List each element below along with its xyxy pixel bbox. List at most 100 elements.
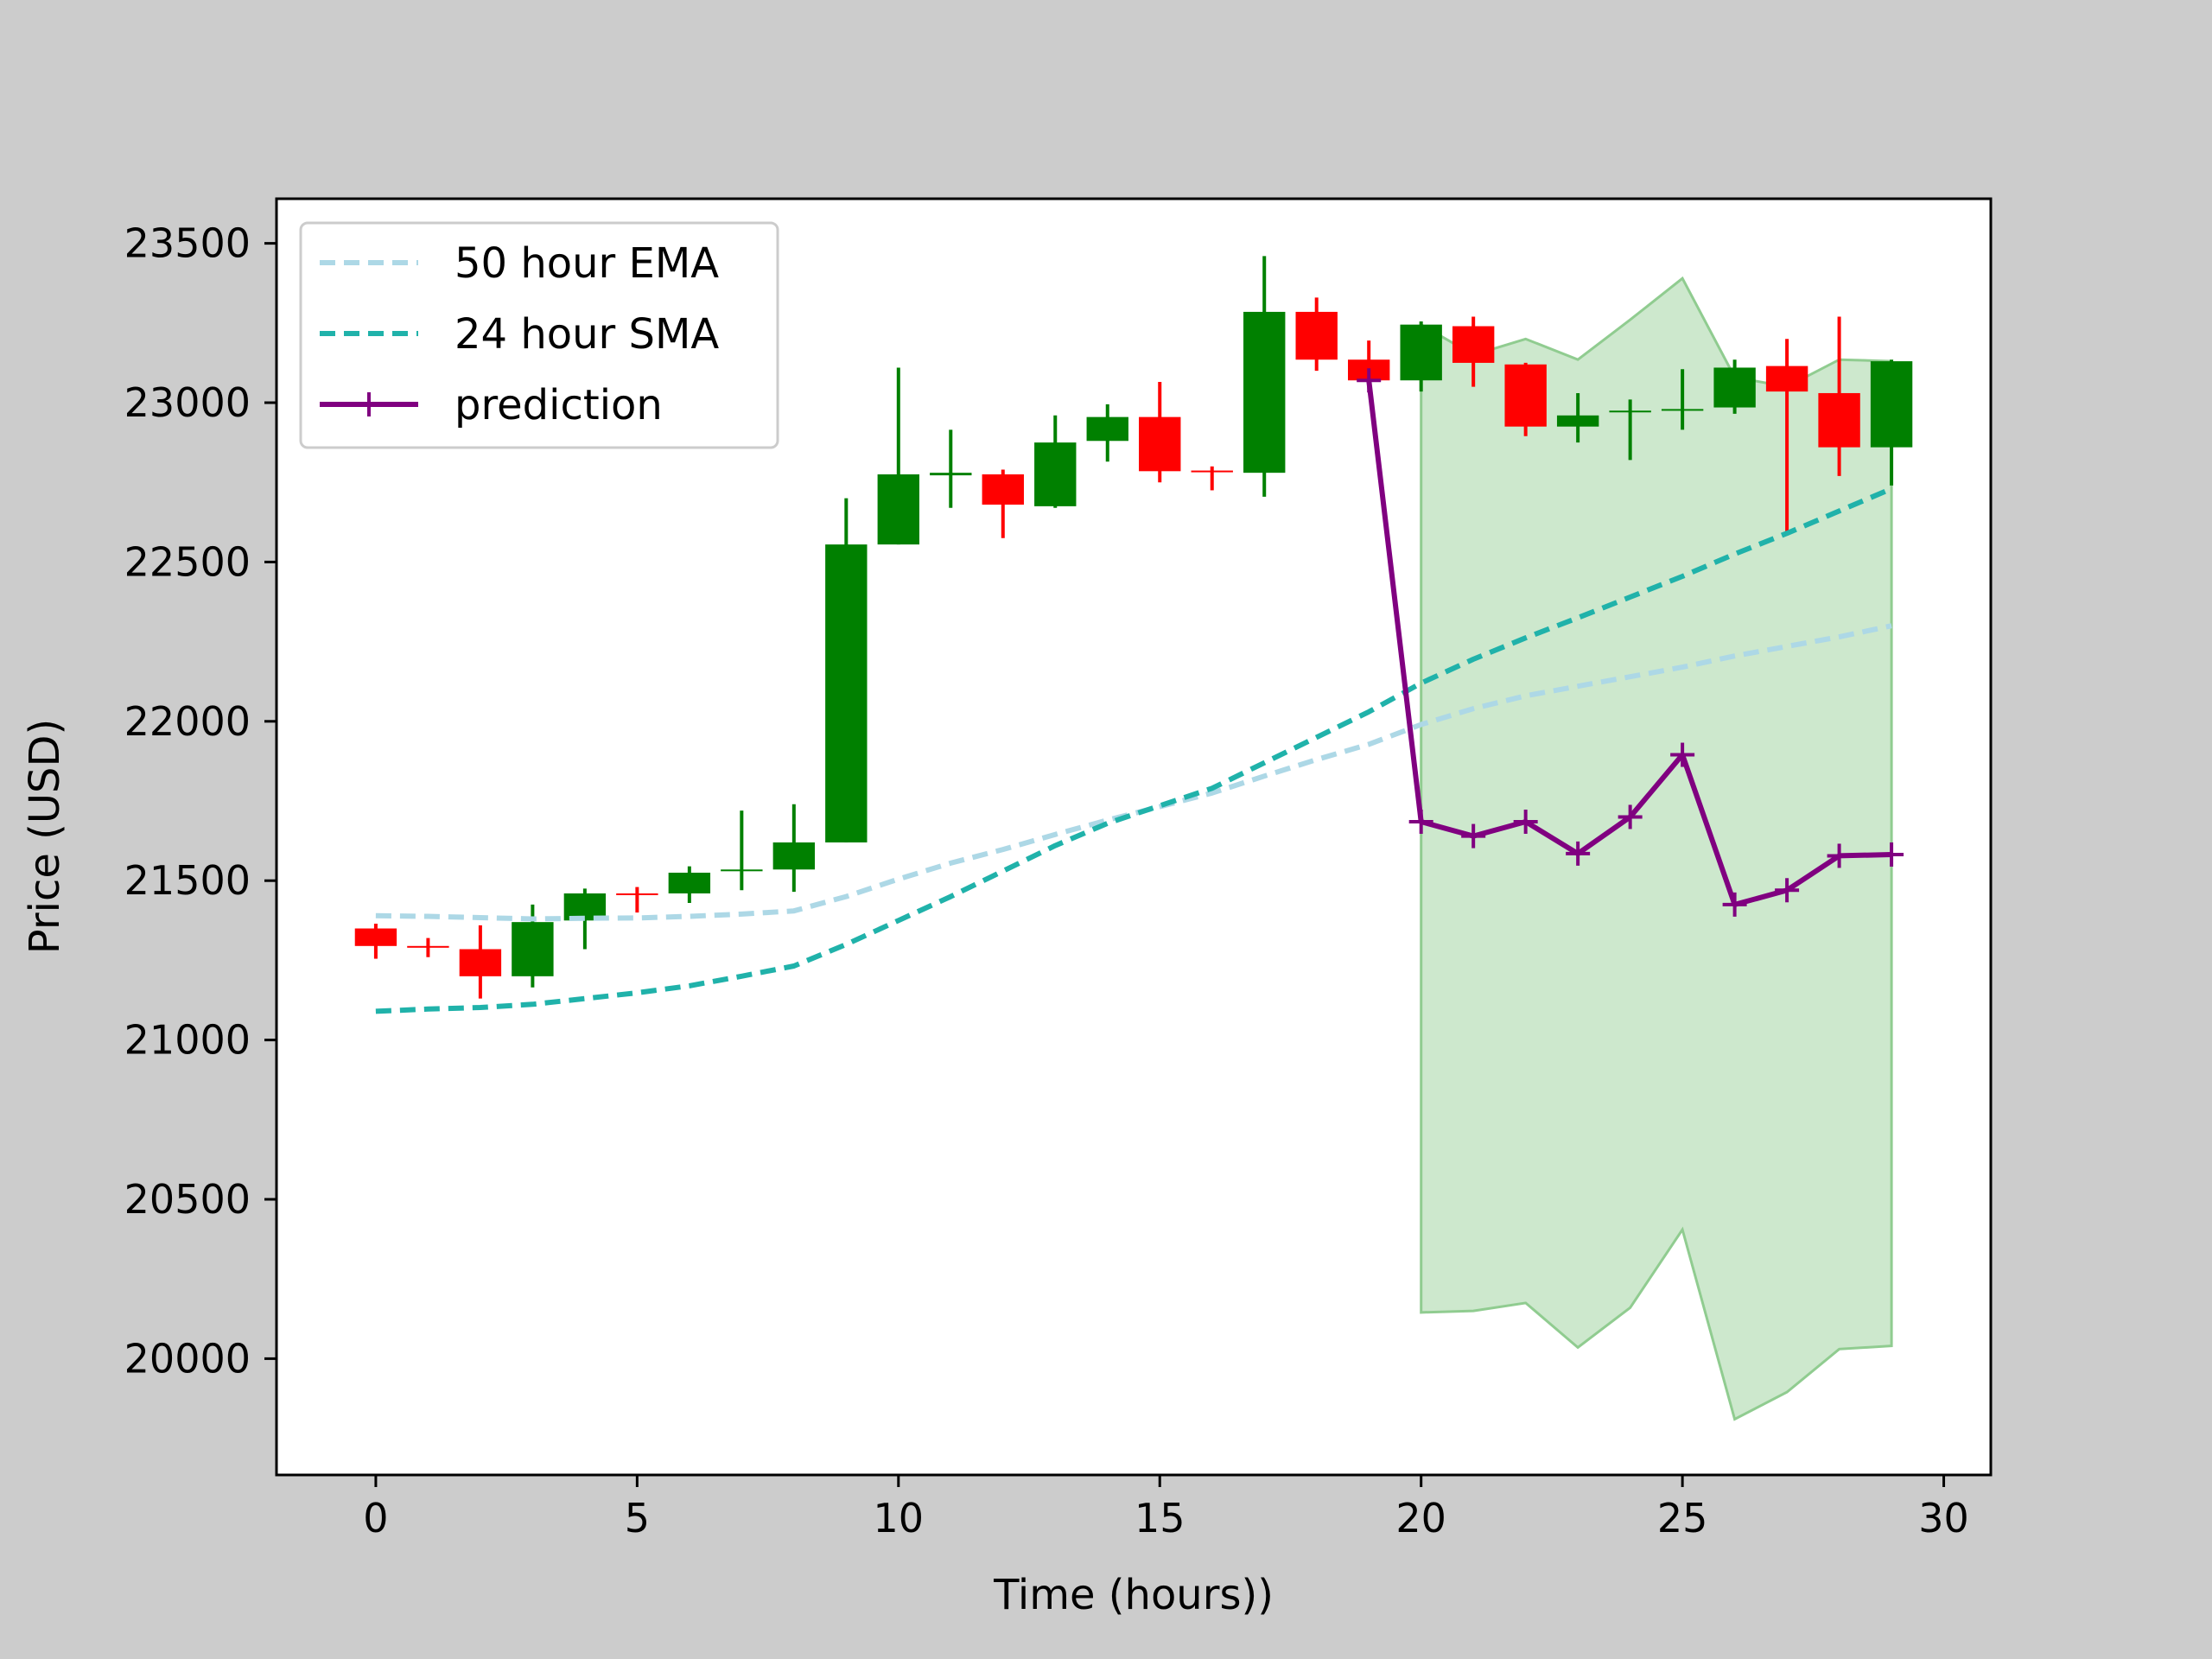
legend-box	[299, 221, 779, 449]
candle-body	[930, 473, 972, 476]
candle-body	[459, 949, 502, 976]
legend-entry-ema: 50 hour EMA	[320, 239, 719, 288]
candle-body	[354, 928, 397, 946]
prediction-point	[1408, 809, 1433, 834]
legend: 50 hour EMA 24 hour SMA prediction	[299, 221, 779, 449]
candle	[1765, 339, 1808, 534]
confidence-band-area	[1420, 276, 1893, 1421]
prediction-point	[1513, 809, 1538, 834]
candle-body	[1870, 361, 1913, 448]
prediction-point	[1618, 804, 1643, 830]
confidence-band	[1420, 276, 1893, 1421]
candle-body	[772, 842, 816, 870]
candle	[930, 429, 972, 508]
candle-body	[1452, 326, 1495, 363]
y-axis-label: Price (USD)	[21, 719, 69, 954]
y-tick-label: 22000	[124, 698, 251, 745]
candle-body	[982, 474, 1024, 505]
y-tick-label: 21500	[124, 857, 251, 904]
candle	[1818, 316, 1860, 476]
candle	[459, 925, 502, 999]
candle	[407, 938, 449, 957]
legend-entry-prediction: prediction	[320, 381, 663, 429]
prediction-point	[1566, 841, 1591, 866]
sma-line	[375, 486, 1893, 1014]
candle-body	[668, 872, 711, 893]
candles	[354, 256, 1913, 999]
candle	[1243, 256, 1286, 497]
candle	[668, 866, 711, 904]
candle-body	[1713, 367, 1756, 408]
candle	[1452, 316, 1495, 387]
x-tick-label: 10	[874, 1495, 925, 1541]
prediction-point	[1827, 843, 1852, 868]
y-tick-label: 20000	[124, 1335, 251, 1382]
candle	[772, 804, 816, 893]
prediction-point	[1461, 823, 1486, 849]
x-tick-label: 25	[1657, 1495, 1708, 1541]
candle-body	[877, 474, 919, 545]
candle-body	[1400, 324, 1442, 381]
prediction-point	[1357, 368, 1382, 393]
y-tick-label: 20500	[124, 1176, 251, 1223]
x-axis-ticks: 0 5 10 15 20 25 30	[363, 1475, 1969, 1541]
x-tick-label: 30	[1918, 1495, 1969, 1541]
candle-body	[1504, 364, 1547, 427]
plot-frame	[275, 197, 1993, 1477]
prediction-point	[1775, 878, 1800, 903]
y-tick-label: 23000	[124, 379, 251, 426]
candle-body	[1034, 442, 1077, 506]
candle	[721, 810, 763, 891]
candle-body	[1086, 416, 1128, 442]
candle	[1609, 399, 1651, 461]
y-axis-ticks: 20000 20500 21000 21500 22000 22500 23000 23500	[124, 220, 276, 1382]
candle-body	[407, 945, 449, 948]
x-tick-label: 5	[625, 1495, 650, 1541]
legend-entry-sma: 24 hour SMA	[320, 310, 719, 359]
y-tick-label: 21000	[124, 1017, 251, 1064]
legend-label-sma: 24 hour SMA	[454, 310, 719, 359]
candle	[616, 887, 658, 913]
candle	[1400, 321, 1442, 392]
legend-label-prediction: prediction	[454, 381, 663, 429]
y-tick-label: 22500	[124, 538, 251, 585]
candle-body	[1295, 311, 1338, 360]
candle	[1139, 382, 1181, 483]
x-tick-label: 0	[363, 1495, 388, 1541]
candle-body	[512, 922, 554, 976]
candle	[1086, 404, 1128, 462]
candle	[1556, 392, 1599, 443]
x-tick-label: 20	[1395, 1495, 1446, 1541]
candle	[1713, 359, 1756, 414]
candle	[1504, 362, 1547, 436]
y-tick-label: 23500	[124, 220, 251, 267]
candle	[982, 469, 1024, 538]
x-axis-label: Time (hours))	[993, 1571, 1274, 1619]
candle	[1870, 359, 1913, 486]
indicator-lines	[375, 368, 1904, 1014]
candle-body	[825, 544, 868, 842]
candle	[1661, 369, 1704, 430]
prediction-point	[1670, 742, 1695, 767]
candle-body	[1765, 365, 1808, 392]
candle	[877, 367, 919, 545]
candle	[1191, 466, 1233, 491]
candle	[825, 498, 868, 842]
candle-body	[1139, 416, 1181, 472]
candle-body	[1556, 415, 1599, 427]
candle-body	[1243, 311, 1286, 474]
candle	[512, 904, 554, 988]
candle	[1034, 415, 1077, 508]
candle	[354, 923, 397, 959]
candle-body	[721, 869, 763, 872]
candle-body	[1609, 410, 1651, 413]
candle-body	[1191, 470, 1233, 473]
prediction-point	[1722, 892, 1747, 917]
candle	[1295, 297, 1338, 372]
legend-label-ema: 50 hour EMA	[454, 239, 719, 288]
x-tick-label: 15	[1135, 1495, 1185, 1541]
candle-body	[1661, 409, 1704, 411]
prediction-point	[1879, 842, 1904, 867]
candle-body	[616, 893, 658, 895]
